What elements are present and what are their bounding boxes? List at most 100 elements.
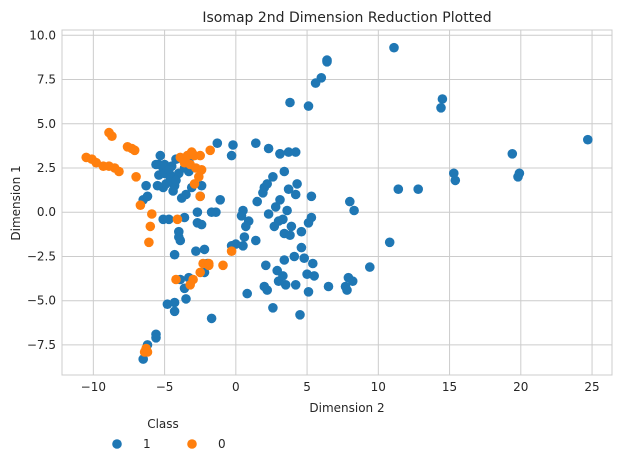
data-point xyxy=(322,57,332,67)
data-point xyxy=(436,103,446,113)
data-point xyxy=(283,184,294,194)
plot-frame xyxy=(61,29,613,376)
data-point xyxy=(282,205,292,216)
legend-label: 1 xyxy=(143,437,151,451)
data-point xyxy=(272,265,283,276)
data-point xyxy=(275,195,285,205)
data-point xyxy=(215,195,225,205)
data-point xyxy=(308,258,318,269)
y-tick-label: −2.5 xyxy=(27,249,56,263)
data-point xyxy=(347,276,358,287)
data-point xyxy=(206,313,217,324)
data-point xyxy=(389,42,399,53)
data-point xyxy=(189,179,200,189)
x-tick-label: 15 xyxy=(442,380,457,394)
data-point xyxy=(162,299,173,310)
data-point xyxy=(345,196,355,207)
data-point xyxy=(141,180,151,191)
data-point xyxy=(135,200,146,210)
data-point xyxy=(228,140,238,150)
data-point xyxy=(384,237,395,248)
data-point xyxy=(181,294,191,304)
data-point xyxy=(212,138,223,148)
data-point xyxy=(513,172,523,182)
legend-marker xyxy=(187,439,197,449)
data-point xyxy=(268,172,278,182)
data-point xyxy=(171,274,181,285)
y-tick-label: −5.0 xyxy=(27,294,56,308)
x-tick-label: −5 xyxy=(156,380,174,394)
data-point xyxy=(169,249,180,260)
data-point xyxy=(286,221,297,232)
data-point xyxy=(238,241,248,251)
data-point xyxy=(275,149,285,159)
data-point xyxy=(192,207,203,217)
data-point xyxy=(262,285,273,295)
data-point xyxy=(205,145,215,156)
data-point xyxy=(164,214,174,225)
y-tick-label: 2.5 xyxy=(37,161,56,175)
data-point xyxy=(268,303,278,313)
x-axis-ticks: −10 −5 0 5 10 15 20 25 xyxy=(81,380,600,394)
data-point xyxy=(129,145,140,156)
data-point xyxy=(194,172,204,182)
data-point xyxy=(290,280,301,290)
y-axis-label: Dimension 1 xyxy=(9,165,23,240)
data-point xyxy=(151,333,161,343)
data-point xyxy=(239,232,250,242)
x-tick-label: 5 xyxy=(303,380,311,394)
data-point xyxy=(199,244,210,255)
data-point xyxy=(251,138,261,148)
legend-title: Class xyxy=(147,417,179,431)
data-point xyxy=(251,235,261,246)
data-point xyxy=(241,221,251,232)
data-point xyxy=(191,246,201,256)
data-point xyxy=(131,172,141,182)
data-point xyxy=(299,253,310,263)
x-axis-label: Dimension 2 xyxy=(309,401,384,415)
data-point xyxy=(285,230,295,240)
data-point xyxy=(91,157,101,168)
data-point xyxy=(279,255,290,265)
data-point xyxy=(169,297,180,308)
data-point xyxy=(144,237,154,248)
data-point xyxy=(176,193,187,203)
y-tick-label: 5.0 xyxy=(37,117,56,131)
data-point xyxy=(252,196,262,207)
data-point xyxy=(290,189,301,200)
x-tick-label: −10 xyxy=(81,380,106,394)
data-point xyxy=(151,159,161,170)
data-point xyxy=(303,101,314,111)
data-point xyxy=(174,232,184,242)
data-point xyxy=(296,226,307,237)
data-point xyxy=(279,166,290,177)
data-point xyxy=(303,287,314,297)
chart-title: Isomap 2nd Dimension Reduction Plotted xyxy=(202,10,491,26)
data-point xyxy=(226,246,237,256)
data-point xyxy=(155,150,166,161)
data-point xyxy=(261,260,271,271)
data-point xyxy=(236,211,247,221)
data-point xyxy=(302,269,312,280)
data-point xyxy=(507,149,518,159)
x-tick-label: 20 xyxy=(513,380,528,394)
data-point xyxy=(342,285,352,295)
data-points xyxy=(81,42,593,364)
data-point xyxy=(164,165,174,175)
data-point xyxy=(263,143,274,154)
data-point xyxy=(290,147,301,157)
data-point xyxy=(323,281,334,292)
legend-marker xyxy=(112,439,122,449)
data-point xyxy=(283,147,294,157)
data-point xyxy=(226,150,237,161)
y-tick-label: −7.5 xyxy=(27,338,56,352)
data-point xyxy=(296,242,307,253)
data-point xyxy=(450,175,461,186)
data-point xyxy=(195,267,205,278)
data-point xyxy=(285,97,295,108)
data-point xyxy=(269,221,280,232)
